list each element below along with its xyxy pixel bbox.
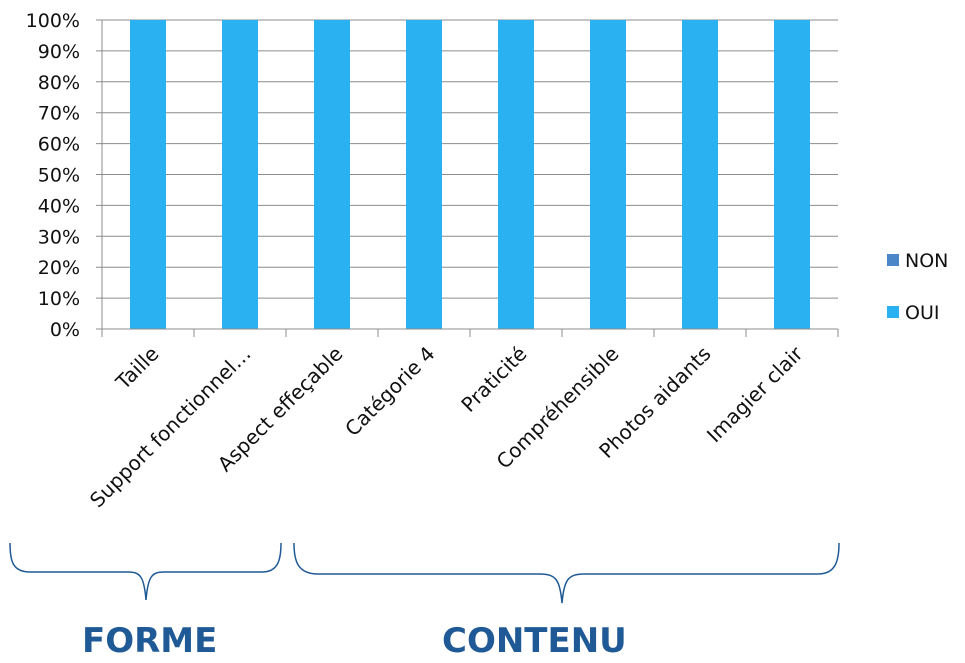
brace-contenu (293, 542, 840, 604)
x-tick-label: Taille (110, 342, 163, 395)
x-tick-label: Imagier clair (702, 341, 808, 447)
group-braces (9, 542, 840, 604)
y-tick-label: 80% (38, 72, 80, 94)
bars (130, 20, 810, 329)
bar-oui (130, 20, 166, 329)
y-tick-label: 60% (38, 134, 80, 156)
y-tick-label: 10% (38, 288, 80, 310)
y-tick-label: 20% (38, 257, 80, 279)
axes (101, 20, 839, 337)
bar-oui (498, 20, 534, 329)
gridlines (96, 19, 838, 330)
y-tick-labels: 0% 10% 20% 30% 40% 50% 60% 70% 80% 90% 100% (26, 10, 80, 341)
y-tick-label: 70% (38, 103, 80, 125)
group-label-contenu: CONTENU (442, 621, 627, 661)
legend-swatch-non (887, 254, 899, 266)
brace-forme (9, 542, 282, 601)
y-tick-label: 30% (38, 226, 80, 248)
y-tick-label: 100% (26, 10, 80, 32)
group-label-forme: FORME (82, 621, 218, 661)
legend-swatch-oui (887, 306, 899, 318)
bar-oui (682, 20, 718, 329)
bar-oui (406, 20, 442, 329)
bar-oui (590, 20, 626, 329)
legend-label-oui: OUI (905, 302, 939, 324)
y-tick-label: 40% (38, 195, 80, 217)
y-tick-label: 50% (38, 165, 80, 187)
x-tick-label: Praticité (456, 342, 531, 417)
y-tick-label: 0% (50, 319, 80, 341)
legend: NON OUI (887, 250, 948, 324)
bar-oui (774, 20, 810, 329)
bar-oui (222, 20, 258, 329)
y-tick-label: 90% (38, 41, 80, 63)
x-tick-label: Catégorie 4 (340, 342, 439, 441)
x-tick-label: Support fonctionnel… (85, 342, 256, 513)
bar-oui (314, 20, 350, 329)
legend-label-non: NON (905, 250, 948, 272)
